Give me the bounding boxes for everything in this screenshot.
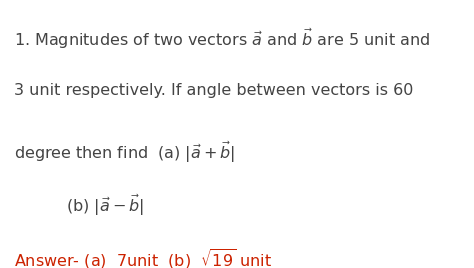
Text: 1. Magnitudes of two vectors $\vec{a}$ and $\vec{b}$ are 5 unit and: 1. Magnitudes of two vectors $\vec{a}$ a…	[14, 27, 430, 51]
Text: Answer- (a)  7unit  (b)  $\sqrt{19}$ unit: Answer- (a) 7unit (b) $\sqrt{19}$ unit	[14, 247, 272, 268]
Text: (b) $|\vec{a}-\vec{b}|$: (b) $|\vec{a}-\vec{b}|$	[66, 193, 145, 218]
Text: 3 unit respectively. If angle between vectors is 60: 3 unit respectively. If angle between ve…	[14, 83, 414, 98]
Text: degree then find  (a) $|\vec{a}+\vec{b}|$: degree then find (a) $|\vec{a}+\vec{b}|$	[14, 139, 236, 165]
